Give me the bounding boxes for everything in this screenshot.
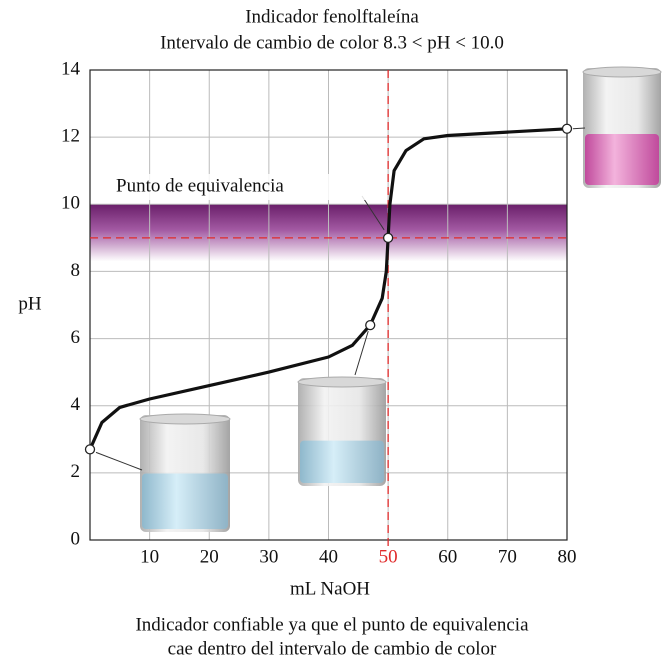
x-axis-label: mL NaOH [290,578,370,599]
y-tick-label: 12 [61,126,80,147]
y-tick-label: 14 [61,58,81,79]
titration-curve [88,127,568,451]
x-tick-label: 70 [498,546,517,567]
point-marker [382,232,394,244]
beaker-liquid [142,473,228,529]
x-tick-label: 10 [140,546,159,567]
y-tick-label: 10 [61,193,80,214]
x-tick-label: 80 [558,546,577,567]
point-marker [84,444,96,455]
beaker-rim [139,413,231,425]
beaker-liquid [300,440,384,483]
caption: Indicador confiable ya que el punto de e… [135,614,529,635]
x-tick-label: 30 [259,546,278,567]
point-marker [561,123,573,134]
caption: cae dentro del intervalo de cambio de co… [168,638,497,659]
leader-line [95,451,143,471]
y-tick-label: 8 [71,260,81,281]
y-tick-label: 2 [71,461,81,482]
plot-frame [89,69,568,541]
x-tick-label: 50 [379,546,398,567]
point-marker [365,319,376,331]
x-tick-label: 40 [319,546,338,567]
annotation: Punto de equivalencia [116,175,284,196]
annotation-bg [112,174,384,200]
x-tick-label: 20 [200,546,219,567]
leader-line [354,330,369,376]
leader-line [572,127,586,130]
chart-title: Indicador fenolftaleína [245,6,419,27]
chart-subtitle: Intervalo de cambio de color 8.3 < pH < … [160,32,504,53]
y-axis-label: pH [18,293,42,314]
beaker-rim [297,376,387,388]
y-tick-label: 6 [71,327,81,348]
beaker-liquid [585,134,659,185]
leader-line [361,195,385,231]
y-tick-label: 0 [71,528,81,549]
y-tick-label: 4 [71,394,81,415]
beaker-rim [582,66,662,78]
x-tick-label: 60 [438,546,457,567]
